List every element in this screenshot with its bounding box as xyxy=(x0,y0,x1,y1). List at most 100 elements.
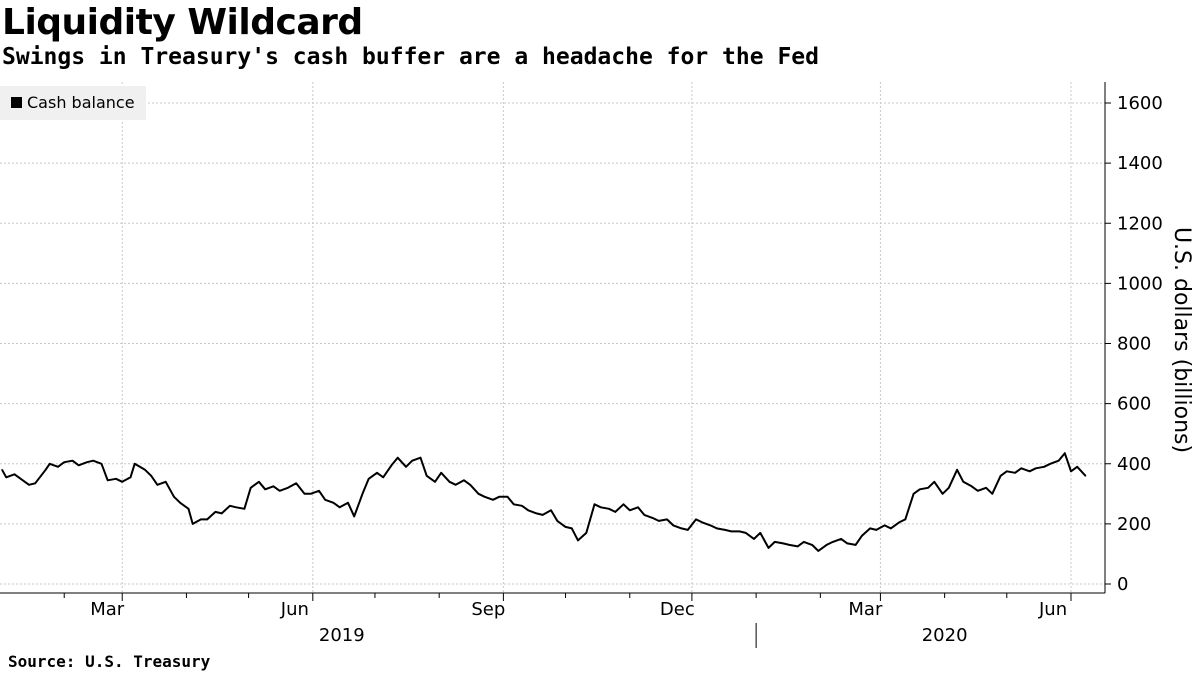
y-tick-label-1600: 1600 xyxy=(1117,93,1163,114)
data-point-78 xyxy=(564,526,567,528)
data-point-23 xyxy=(164,481,167,483)
data-point-148 xyxy=(1070,470,1072,473)
data-point-125 xyxy=(904,518,907,521)
data-point-21 xyxy=(150,475,152,477)
legend-label-cash-balance: Cash balance xyxy=(27,93,135,112)
data-point-40 xyxy=(287,487,289,489)
data-point-97 xyxy=(701,521,704,524)
y-tick-label-1200: 1200 xyxy=(1117,213,1163,234)
data-point-120 xyxy=(869,527,871,530)
data-point-35 xyxy=(249,487,252,489)
data-point-126 xyxy=(912,493,915,495)
data-point-54 xyxy=(390,464,393,467)
data-point-92 xyxy=(666,518,668,521)
data-point-123 xyxy=(890,527,892,530)
data-point-5 xyxy=(34,482,36,485)
data-point-118 xyxy=(854,544,857,546)
data-point-30 xyxy=(214,511,217,513)
grid-lines xyxy=(0,82,1105,593)
data-point-3 xyxy=(19,478,22,480)
data-point-139 xyxy=(1006,470,1008,473)
data-point-24 xyxy=(173,496,175,498)
data-point-149 xyxy=(1076,466,1078,468)
data-point-150 xyxy=(1084,475,1087,477)
data-point-143 xyxy=(1035,467,1037,470)
y-tick-label-0: 0 xyxy=(1117,574,1128,595)
data-point-140 xyxy=(1014,472,1016,474)
data-point-51 xyxy=(367,478,370,480)
data-point-12 xyxy=(86,461,88,464)
data-point-90 xyxy=(651,517,654,519)
data-point-84 xyxy=(608,508,610,510)
data-point-56 xyxy=(405,466,407,468)
data-point-107 xyxy=(774,541,776,543)
legend-swatch-cash-balance xyxy=(11,97,22,108)
x-tick-label-2: Sep xyxy=(471,599,505,620)
data-point-146 xyxy=(1057,459,1060,462)
data-point-102 xyxy=(738,530,741,533)
x-tick-label-5: Jun xyxy=(1038,599,1067,620)
series-layer xyxy=(1,452,1087,552)
x-tick-label-3: Dec xyxy=(660,599,695,620)
data-point-134 xyxy=(970,485,973,488)
data-point-73 xyxy=(527,509,529,512)
data-point-25 xyxy=(179,502,181,504)
data-point-136 xyxy=(985,487,987,489)
data-point-74 xyxy=(535,512,538,515)
data-point-36 xyxy=(258,481,260,483)
data-point-33 xyxy=(235,506,237,509)
data-point-57 xyxy=(411,459,414,462)
data-point-70 xyxy=(506,496,509,498)
data-point-32 xyxy=(229,505,231,507)
data-point-31 xyxy=(220,512,223,515)
data-point-8 xyxy=(57,466,59,468)
data-point-60 xyxy=(434,481,436,483)
data-point-45 xyxy=(324,499,327,501)
data-point-93 xyxy=(672,524,675,527)
data-point-127 xyxy=(919,488,921,491)
series-line-cash-balance xyxy=(1,452,1087,552)
data-point-1 xyxy=(5,476,7,479)
data-point-26 xyxy=(187,508,190,510)
data-point-101 xyxy=(730,530,733,533)
data-point-65 xyxy=(469,484,472,486)
data-point-86 xyxy=(622,503,625,506)
data-point-135 xyxy=(977,490,979,492)
data-point-17 xyxy=(121,481,123,483)
data-point-75 xyxy=(541,514,544,516)
data-point-52 xyxy=(376,472,378,474)
data-point-109 xyxy=(788,544,791,546)
data-point-111 xyxy=(803,541,805,543)
data-point-129 xyxy=(933,481,936,483)
x-tick-label-4: Mar xyxy=(848,599,883,620)
data-point-138 xyxy=(999,475,1002,477)
data-point-91 xyxy=(658,520,660,522)
data-point-19 xyxy=(133,463,136,465)
data-point-67 xyxy=(483,496,486,498)
data-point-99 xyxy=(716,527,718,530)
data-point-53 xyxy=(382,476,385,479)
data-point-105 xyxy=(759,532,762,534)
y-tick-label-1000: 1000 xyxy=(1117,273,1163,294)
data-point-0 xyxy=(1,469,3,471)
data-point-88 xyxy=(637,506,639,509)
data-point-6 xyxy=(44,469,47,471)
y-tick-label-1400: 1400 xyxy=(1117,153,1163,174)
data-point-34 xyxy=(243,508,246,510)
data-point-39 xyxy=(278,490,281,492)
year-label-2019: 2019 xyxy=(319,625,365,646)
data-point-100 xyxy=(724,529,726,531)
year-label-2020: 2020 xyxy=(922,625,968,646)
y-tick-label-600: 600 xyxy=(1117,394,1151,415)
data-point-81 xyxy=(585,532,588,534)
data-point-61 xyxy=(440,472,443,474)
data-point-94 xyxy=(680,527,683,530)
data-point-77 xyxy=(556,520,559,522)
data-point-108 xyxy=(782,542,784,545)
data-point-10 xyxy=(71,459,74,462)
data-point-16 xyxy=(115,478,117,480)
data-point-116 xyxy=(840,538,842,540)
data-point-9 xyxy=(63,461,65,464)
data-point-144 xyxy=(1043,466,1045,468)
